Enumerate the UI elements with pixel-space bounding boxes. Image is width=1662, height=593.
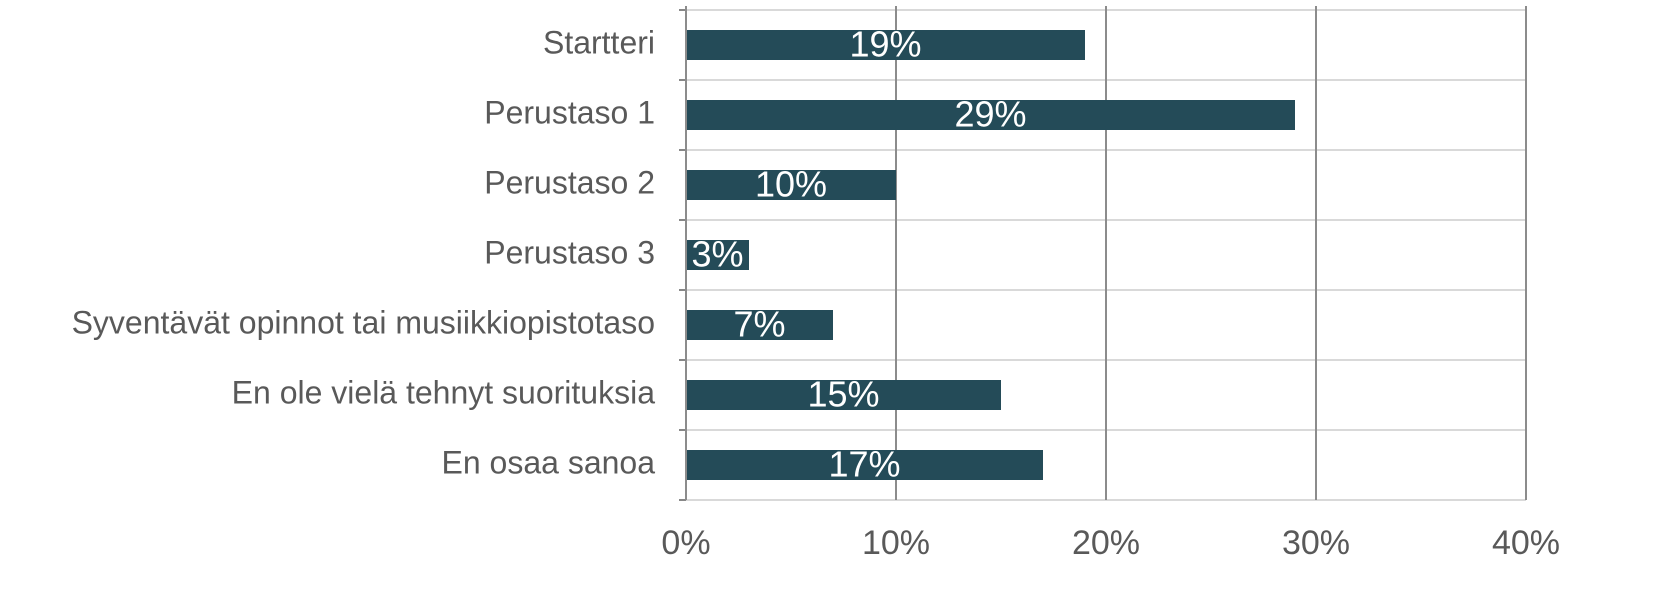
data-label: 15% xyxy=(807,374,879,415)
bar xyxy=(686,310,833,340)
data-label: 19% xyxy=(849,24,921,65)
bar xyxy=(686,30,1085,60)
data-label: 17% xyxy=(828,444,900,485)
data-label: 7% xyxy=(733,304,785,345)
category-label: Startteri xyxy=(543,24,655,60)
x-tick-label: 40% xyxy=(1492,524,1560,562)
x-tick-label: 20% xyxy=(1072,524,1140,562)
x-tick-label: 30% xyxy=(1282,524,1350,562)
data-label: 3% xyxy=(691,234,743,275)
data-label: 10% xyxy=(755,164,827,205)
category-label: Perustaso 2 xyxy=(484,164,655,200)
bar xyxy=(686,380,1001,410)
x-tick-label: 10% xyxy=(862,524,930,562)
bar xyxy=(686,100,1295,130)
x-tick-label: 0% xyxy=(661,524,710,562)
bar xyxy=(686,450,1043,480)
category-label: Perustaso 3 xyxy=(484,234,655,270)
category-label: Perustaso 1 xyxy=(484,94,655,130)
category-label: Syventävät opinnot tai musiikkiopistotas… xyxy=(72,304,655,340)
category-label: En osaa sanoa xyxy=(442,444,656,480)
category-label: En ole vielä tehnyt suorituksia xyxy=(232,374,656,410)
bar xyxy=(686,240,749,270)
data-label: 29% xyxy=(954,94,1026,135)
bar xyxy=(686,170,896,200)
